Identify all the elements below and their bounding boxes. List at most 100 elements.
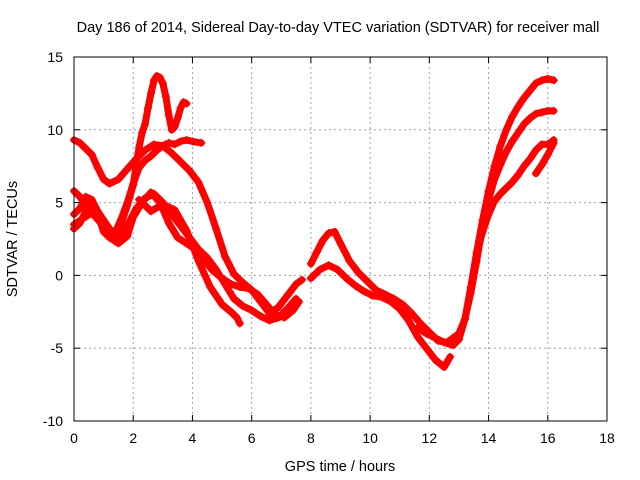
data-point: [454, 335, 463, 344]
data-point: [123, 221, 132, 230]
data-point: [431, 355, 440, 364]
data-point: [146, 207, 155, 216]
data-point: [298, 275, 307, 284]
data-point: [472, 249, 481, 258]
data-point: [526, 114, 535, 123]
data-point: [141, 119, 150, 128]
data-point: [155, 73, 164, 82]
data-point: [170, 122, 179, 131]
series-line: [473, 136, 558, 258]
chart-title: Day 186 of 2014, Sidereal Day-to-day VTE…: [77, 20, 600, 36]
data-point: [395, 304, 404, 313]
series-line: [307, 107, 558, 346]
data-point: [173, 233, 182, 242]
data-point: [138, 128, 147, 137]
data-point: [460, 315, 469, 324]
y-tick-label: 0: [55, 267, 63, 283]
data-point: [141, 146, 150, 155]
data-point: [342, 274, 351, 283]
data-point: [197, 138, 206, 147]
data-point: [537, 76, 546, 85]
data-point: [537, 108, 546, 117]
data-point: [158, 79, 167, 88]
data-point: [333, 265, 342, 274]
data-point: [413, 332, 422, 341]
data-point: [484, 186, 493, 195]
data-point: [345, 256, 354, 265]
data-point: [422, 344, 431, 353]
x-axis-label: GPS time / hours: [285, 459, 395, 475]
data-point: [502, 125, 511, 134]
data-point: [336, 239, 345, 248]
data-point: [292, 280, 301, 289]
data-point: [502, 147, 511, 156]
data-point: [283, 291, 292, 300]
data-point: [235, 283, 244, 292]
data-point: [514, 102, 523, 111]
data-point: [351, 281, 360, 290]
data-point: [75, 192, 84, 201]
data-point: [440, 338, 449, 347]
data-point: [549, 138, 558, 147]
series-line: [70, 136, 205, 241]
data-point: [318, 236, 327, 245]
data-point: [422, 329, 431, 338]
series-line: [414, 75, 558, 349]
data-point: [170, 205, 179, 214]
data-point: [478, 227, 487, 236]
data-point: [135, 163, 144, 172]
data-point: [407, 309, 416, 318]
tick-labels: 0 2 4 6 8 10 12 14 16 18 -10 -5 0 5 10 15: [43, 49, 615, 446]
y-tick-label: -5: [51, 340, 64, 356]
data-point: [543, 150, 552, 159]
data-point: [446, 352, 455, 361]
data-point: [194, 178, 203, 187]
data-point: [229, 269, 238, 278]
data-point: [81, 201, 90, 210]
series-track-i: [413, 74, 558, 350]
data-point: [87, 208, 96, 217]
data-point: [87, 198, 96, 207]
data-point: [203, 253, 212, 262]
data-point: [531, 109, 540, 118]
data-point: [235, 319, 244, 328]
x-tick-label: 18: [599, 430, 615, 446]
series-track-j: [472, 135, 558, 258]
data-point: [81, 144, 90, 153]
data-point: [549, 76, 558, 85]
data-point: [182, 135, 191, 144]
data-point: [283, 304, 292, 313]
data-point: [484, 210, 493, 219]
data-point: [531, 79, 540, 88]
data-point: [466, 283, 475, 292]
data-point: [330, 227, 339, 236]
data-point: [129, 179, 138, 188]
x-tick-label: 0: [70, 430, 78, 446]
data-point: [312, 248, 321, 257]
data-point: [161, 92, 170, 101]
data-point: [114, 175, 123, 184]
data-point: [514, 128, 523, 137]
data-point: [526, 86, 535, 95]
x-tick-label: 12: [422, 430, 438, 446]
data-point: [247, 306, 256, 315]
series-track-f: [135, 195, 244, 328]
data-point: [123, 198, 132, 207]
data-point: [149, 189, 158, 198]
data-point: [537, 160, 546, 169]
data-point: [324, 229, 333, 238]
data-point: [117, 214, 126, 223]
data-point: [176, 137, 185, 146]
data-point: [188, 137, 197, 146]
x-tick-label: 10: [362, 430, 378, 446]
data-point: [99, 175, 108, 184]
data-point: [306, 259, 315, 268]
data-point: [253, 290, 262, 299]
data-point: [274, 303, 283, 312]
data-point: [354, 268, 363, 277]
data-point: [549, 106, 558, 115]
data-point: [490, 162, 499, 171]
data-point: [176, 157, 185, 166]
data-point: [404, 316, 413, 325]
data-point: [135, 143, 144, 152]
